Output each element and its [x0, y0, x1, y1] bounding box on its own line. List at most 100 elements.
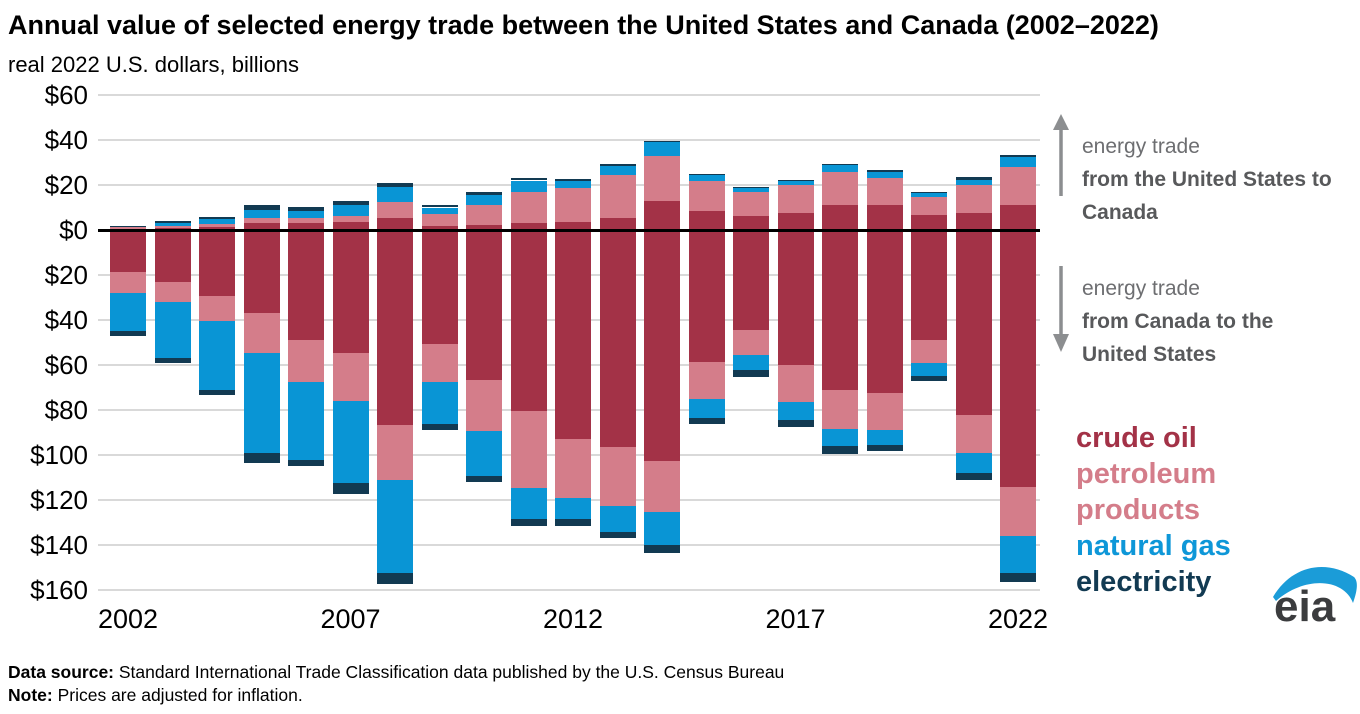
bar-2015-import-natural-gas: [688, 398, 725, 418]
bar-2016-import-electricity: [733, 369, 769, 378]
bar-2015-export-petroleum-products: [688, 181, 725, 211]
bar-2019-export-electricity: [866, 170, 903, 172]
bar-2002-export-petroleum-products: [110, 227, 146, 230]
bar-2010-import-crude-oil: [466, 230, 502, 380]
bar-2011-import-natural-gas: [510, 487, 547, 520]
bar-2008-import-crude-oil: [377, 230, 413, 425]
bar-2022-export-petroleum-products: [1000, 166, 1036, 206]
bar-2018-import-natural-gas: [822, 429, 858, 447]
bar-2009-export-crude-oil: [421, 225, 458, 230]
bar-2011-export-petroleum-products: [510, 191, 547, 224]
y-tick-label: $40: [44, 125, 88, 155]
bar-2011-import-electricity: [510, 519, 547, 527]
bar-2018-import-petroleum-products: [822, 389, 858, 430]
gridline: [98, 94, 1040, 96]
bar-2013-import-crude-oil: [599, 230, 636, 448]
annotation-us-to-canada: energy trade from the United States to C…: [1082, 130, 1337, 229]
bar-2021-import-crude-oil: [955, 230, 992, 415]
bar-2015-import-crude-oil: [688, 230, 725, 362]
bar-2021-export-petroleum-products: [955, 185, 992, 214]
bar-2003-import-electricity: [154, 358, 191, 363]
bar-2008-export-natural-gas: [377, 187, 413, 202]
bar-2002-import-crude-oil: [110, 230, 146, 272]
bar-2004-import-electricity: [199, 389, 235, 396]
zero-axis-line: [98, 228, 1040, 232]
bar-2006-import-crude-oil: [288, 230, 324, 341]
bar-2010-import-petroleum-products: [466, 379, 502, 432]
bar-2015-import-petroleum-products: [688, 361, 725, 399]
bar-2018-import-electricity: [822, 446, 858, 454]
bar-2015-export-crude-oil: [688, 210, 725, 230]
bar-2003-export-natural-gas: [154, 223, 191, 226]
bar-2022-import-natural-gas: [1000, 536, 1036, 573]
y-tick-label: $60: [44, 350, 88, 380]
bar-2012-import-natural-gas: [555, 497, 591, 520]
bar-2011-import-crude-oil: [510, 230, 547, 412]
annotation-line: energy trade: [1082, 277, 1200, 300]
bar-2008-export-petroleum-products: [377, 201, 413, 219]
data-source-label: Data source:: [8, 662, 115, 682]
annotation-canada-to-us: energy trade from Canada to the United S…: [1082, 272, 1337, 371]
bar-2016-export-petroleum-products: [733, 192, 769, 216]
bar-2013-export-electricity: [599, 163, 636, 167]
bar-2005-import-crude-oil: [243, 230, 280, 314]
y-tick-label: $120: [30, 485, 88, 515]
bar-2017-export-petroleum-products: [777, 185, 814, 214]
bar-2010-import-electricity: [466, 476, 502, 483]
x-tick-label-2017: 2017: [765, 604, 826, 634]
bar-2009-import-crude-oil: [421, 230, 458, 344]
bar-2006-export-crude-oil: [288, 222, 324, 230]
bar-2012-export-natural-gas: [555, 181, 591, 188]
bar-2018-export-natural-gas: [822, 165, 858, 172]
bar-2004-import-crude-oil: [199, 230, 235, 297]
x-tick-label-2002: 2002: [97, 604, 159, 634]
bar-2013-export-crude-oil: [599, 218, 636, 230]
data-source-text: Standard International Trade Classificat…: [114, 662, 785, 682]
y-tick-label: $160: [30, 575, 88, 605]
legend: crude oil petroleum products natural gas el…: [1076, 420, 1304, 600]
bar-2022-export-electricity: [1000, 155, 1036, 158]
bar-2005-export-natural-gas: [243, 209, 280, 219]
bar-2017-export-natural-gas: [777, 180, 814, 186]
bar-2003-export-petroleum-products: [154, 225, 191, 228]
bar-2021-import-petroleum-products: [955, 414, 992, 453]
bar-2003-import-natural-gas: [154, 302, 191, 359]
bar-2005-export-petroleum-products: [243, 218, 280, 224]
eia-logo: eia: [1273, 566, 1357, 629]
data-source-line: Data source: Standard International Trad…: [8, 661, 1008, 684]
note-label: Note:: [8, 685, 53, 705]
bar-2010-export-crude-oil: [466, 224, 502, 230]
bar-2017-import-natural-gas: [777, 402, 814, 421]
y-tick-label: $100: [30, 440, 88, 470]
eia-logo-text: eia: [1274, 582, 1336, 629]
bar-2006-import-petroleum-products: [288, 340, 324, 382]
bar-2020-import-petroleum-products: [911, 340, 947, 363]
bar-2005-export-electricity: [243, 205, 280, 210]
bar-2014-export-crude-oil: [644, 200, 680, 230]
bar-2020-export-crude-oil: [911, 214, 947, 230]
bar-2011-export-natural-gas: [510, 180, 547, 192]
bar-2013-export-petroleum-products: [599, 175, 636, 219]
bar-2006-export-electricity: [288, 206, 324, 212]
bar-2010-export-electricity: [466, 192, 502, 195]
bar-2018-export-electricity: [822, 163, 858, 166]
bar-2022-export-natural-gas: [1000, 157, 1036, 167]
bar-2009-export-petroleum-products: [421, 214, 458, 226]
bar-2022-export-crude-oil: [1000, 205, 1036, 230]
y-tick-label: $0: [59, 215, 88, 245]
annotation-line: energy trade: [1082, 135, 1200, 158]
bar-2013-import-electricity: [599, 531, 636, 539]
bar-2005-import-electricity: [243, 452, 280, 463]
legend-item-crude-oil: crude oil: [1076, 422, 1197, 454]
bar-2019-import-natural-gas: [866, 430, 903, 445]
note-text: Prices are adjusted for inflation.: [52, 685, 303, 705]
bar-2017-import-petroleum-products: [777, 365, 814, 403]
bar-2020-export-electricity: [911, 191, 947, 193]
bar-2016-export-natural-gas: [733, 188, 769, 193]
bar-2019-import-petroleum-products: [866, 393, 903, 431]
bar-2003-import-petroleum-products: [154, 281, 191, 302]
bar-2012-import-petroleum-products: [555, 439, 591, 498]
bar-2004-export-natural-gas: [199, 219, 235, 225]
bar-2014-export-petroleum-products: [644, 155, 680, 201]
